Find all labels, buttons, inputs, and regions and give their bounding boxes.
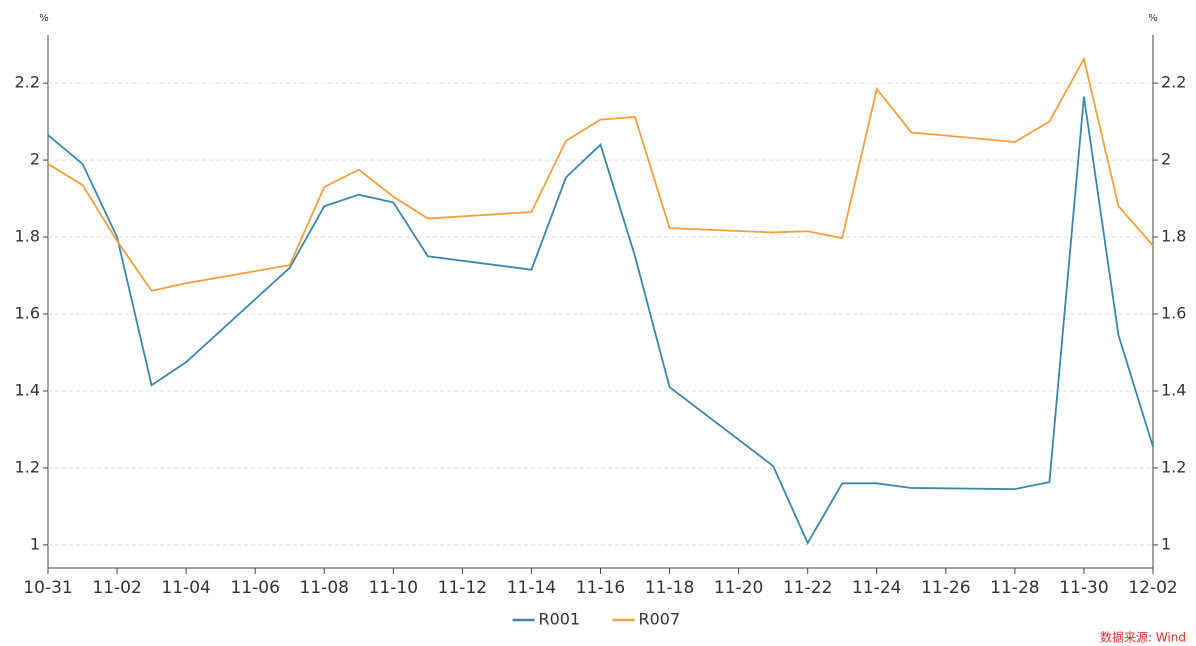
y2-tick-label: 1.4 bbox=[1161, 380, 1186, 399]
x-tick-label: 11-14 bbox=[507, 578, 556, 598]
source: 数据来源: Wind bbox=[1100, 630, 1186, 645]
x-tick-label: 11-24 bbox=[852, 578, 901, 598]
x-tick-label: 10-31 bbox=[23, 578, 72, 598]
x-tick-label: 11-18 bbox=[645, 578, 694, 598]
y-tick-label: 2 bbox=[30, 150, 40, 169]
y-tick-label: 1.8 bbox=[15, 227, 40, 246]
y2-unit: % bbox=[1148, 13, 1158, 24]
x-tick-label: 11-08 bbox=[300, 578, 349, 598]
x-tick-label: 11-30 bbox=[1059, 578, 1108, 598]
y2-tick-label: 2 bbox=[1161, 150, 1171, 169]
y2-tick-label: 1.8 bbox=[1161, 227, 1186, 246]
x-tick-label: 11-20 bbox=[714, 578, 763, 598]
y-tick-label: 2.2 bbox=[15, 73, 40, 92]
x-tick-label: 11-16 bbox=[576, 578, 625, 598]
legend-label: R007 bbox=[639, 610, 681, 629]
x-tick-label: 11-06 bbox=[230, 578, 279, 598]
legend-label: R001 bbox=[539, 610, 581, 629]
x-tick-label: 11-26 bbox=[921, 578, 970, 598]
series-line bbox=[47, 56, 1154, 292]
series-line bbox=[47, 96, 1154, 545]
y2-tick-label: 2.2 bbox=[1161, 73, 1186, 92]
y-tick-label: 1.6 bbox=[15, 304, 40, 323]
x-tick-label: 12-02 bbox=[1128, 578, 1177, 598]
y-tick-label: 1.4 bbox=[15, 380, 40, 399]
x-tick-label: 11-10 bbox=[369, 578, 418, 598]
x-tick-label: 11-04 bbox=[161, 578, 210, 598]
y2-tick-label: 1 bbox=[1161, 534, 1171, 553]
y-unit: % bbox=[39, 13, 49, 24]
x-tick-label: 11-12 bbox=[438, 578, 487, 598]
x-tick-label: 11-28 bbox=[990, 578, 1039, 598]
y2-tick-label: 1.2 bbox=[1161, 457, 1186, 476]
x-tick-label: 11-02 bbox=[92, 578, 141, 598]
y2-tick-label: 1.6 bbox=[1161, 304, 1186, 323]
x-tick-label: 11-22 bbox=[783, 578, 832, 598]
y-tick-label: 1.2 bbox=[15, 457, 40, 476]
y-tick-label: 1 bbox=[30, 534, 40, 553]
